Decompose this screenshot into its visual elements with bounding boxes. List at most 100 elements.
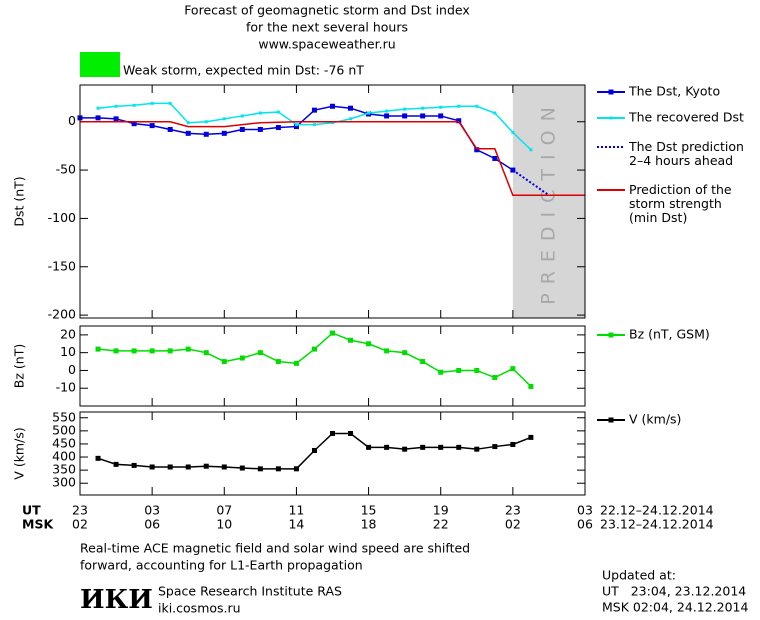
y-tick-label: 0 [68,113,76,128]
y-tick-label: -100 [48,210,76,225]
data-point [474,446,480,452]
x-tick-label-msk: 22 [433,517,449,532]
data-point [150,101,154,105]
data-point [420,359,426,365]
y-tick-label: 10 [60,344,76,359]
data-point [438,444,444,450]
data-point [203,131,209,137]
data-point [330,330,335,336]
data-point [257,466,263,472]
data-point [275,466,281,472]
data-point [438,369,444,375]
data-point [385,109,389,113]
logo: ИКИ [80,585,153,615]
data-point [420,444,426,450]
data-point [492,375,498,381]
data-point [438,113,444,119]
updated-line: Updated at: [602,568,676,583]
x-tick-label: 19 [433,503,449,518]
data-point [293,466,299,472]
data-point [366,341,372,347]
data-point [421,106,425,110]
msk-range: 23.12–24.12.2014 [600,517,714,532]
data-point [293,124,299,130]
data-point [528,383,534,389]
ut-label: UT [22,503,41,518]
data-point [167,348,173,354]
data-point [149,123,155,129]
data-point [239,465,245,471]
legend-marker [609,116,613,120]
x-tick-label-msk: 02 [72,517,88,532]
data-point [348,337,354,343]
data-point [96,106,100,110]
legend-marker [608,89,614,95]
data-point [276,110,280,114]
data-point [456,118,462,124]
data-point [510,441,516,447]
legend-label: Bz (nT, GSM) [629,327,710,342]
x-tick-label-msk: 14 [288,517,304,532]
legend-label: The Dst, Kyoto [628,84,720,99]
y-tick-label: 0 [68,362,76,377]
x-tick-label-msk: 02 [505,517,521,532]
y-tick-label: -150 [48,258,76,273]
data-point [493,111,497,115]
legend-label: The Dst prediction 2–4 hours ahead [628,139,744,168]
data-point [510,366,516,372]
prediction-band [512,85,585,318]
data-point [149,348,155,354]
title-line: Forecast of geomagnetic storm and Dst in… [184,3,470,18]
plot-frame [79,325,586,407]
data-point [294,123,298,127]
data-point [95,346,101,352]
data-point [113,348,119,354]
data-point [131,121,137,127]
data-point [348,430,354,436]
data-point [456,367,462,373]
data-point [131,348,137,354]
legend-marker [608,417,614,423]
series-line [512,169,550,197]
data-point [349,117,353,121]
data-point [185,130,191,136]
data-point [149,464,155,470]
data-point [312,123,316,127]
series-line [80,105,514,171]
x-tick-label-msk: 06 [577,517,593,532]
data-point [330,430,335,436]
data-point [114,104,118,108]
data-point [275,125,281,131]
data-point [203,463,209,469]
updated-line: MSK 02:04, 24.12.2014 [602,600,748,615]
title-line: for the next several hours [246,20,408,35]
legend-label: V (km/s) [629,412,681,427]
data-point [311,447,317,453]
data-point [439,105,443,109]
x-tick-label: 03 [577,503,593,518]
data-point [275,359,281,365]
data-point [131,462,137,468]
data-point [240,114,244,118]
x-tick-label-msk: 18 [361,517,377,532]
data-point [384,348,390,354]
data-point [492,155,498,161]
data-point [456,444,462,450]
y-tick-label: 500 [52,422,76,437]
data-point [384,113,390,119]
y-tick-label: -200 [48,307,76,322]
y-tick-label: 550 [52,409,76,424]
data-point [221,464,227,470]
data-point [529,148,533,152]
data-point [167,126,173,132]
plot-frame [79,84,586,319]
y-tick-label: 350 [52,462,76,477]
data-point [203,350,209,356]
data-point [95,115,101,121]
data-point [402,446,408,452]
data-point [528,434,534,440]
data-point [168,101,172,105]
x-tick-label: 11 [288,503,304,518]
data-point [311,346,317,352]
y-axis-label: Bz (nT) [12,344,27,388]
